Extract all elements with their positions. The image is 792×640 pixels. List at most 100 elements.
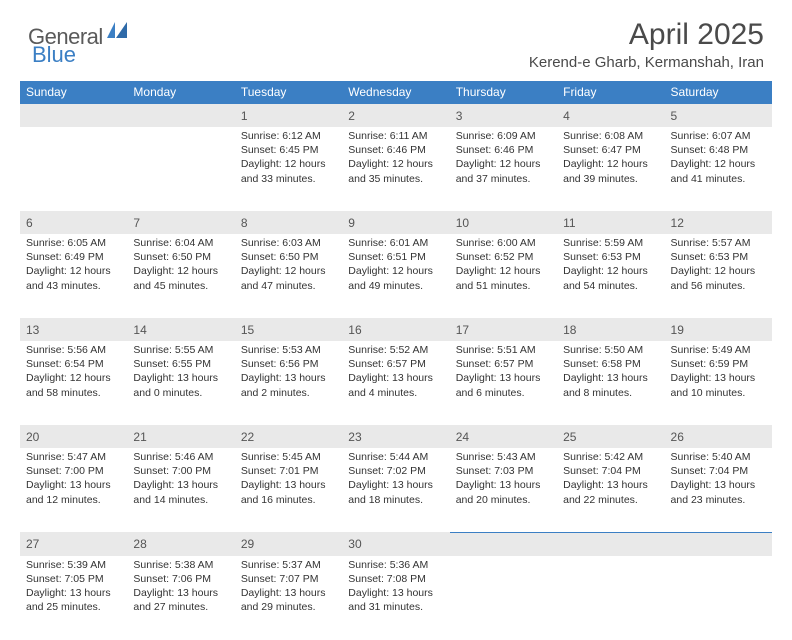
weekday-header: Monday xyxy=(127,81,234,104)
day-number: 10 xyxy=(456,216,469,230)
day-info-line: Sunrise: 5:57 AM xyxy=(671,236,766,250)
day-info-line: Sunset: 7:04 PM xyxy=(563,464,658,478)
day-number-cell: 21 xyxy=(127,425,234,448)
day-number: 11 xyxy=(563,216,575,230)
day-info-line: Sunrise: 5:38 AM xyxy=(133,558,228,572)
day-number: 8 xyxy=(241,216,248,230)
day-info-line: Daylight: 12 hours xyxy=(348,264,443,278)
day-number: 1 xyxy=(241,109,248,123)
day-number: 7 xyxy=(133,216,140,230)
day-number: 26 xyxy=(671,430,684,444)
day-info-line: Sunrise: 5:52 AM xyxy=(348,343,443,357)
day-number-cell: 2 xyxy=(342,104,449,128)
day-number: 13 xyxy=(26,323,39,337)
day-content-cell: Sunrise: 6:09 AMSunset: 6:46 PMDaylight:… xyxy=(450,127,557,211)
day-info-line: and 0 minutes. xyxy=(133,386,228,400)
weekday-header: Wednesday xyxy=(342,81,449,104)
day-number-cell: 10 xyxy=(450,211,557,234)
day-info-line: and 33 minutes. xyxy=(241,172,336,186)
day-info-line: Daylight: 13 hours xyxy=(563,478,658,492)
day-info-line: and 10 minutes. xyxy=(671,386,766,400)
day-info-line: and 35 minutes. xyxy=(348,172,443,186)
day-info-line: Sunset: 6:50 PM xyxy=(241,250,336,264)
day-info-line: Sunrise: 5:36 AM xyxy=(348,558,443,572)
day-info-line: Sunset: 6:49 PM xyxy=(26,250,121,264)
day-content-cell: Sunrise: 5:47 AMSunset: 7:00 PMDaylight:… xyxy=(20,448,127,532)
day-info-line: Daylight: 12 hours xyxy=(563,157,658,171)
day-info-line: Daylight: 12 hours xyxy=(456,264,551,278)
day-info-line: Sunset: 6:54 PM xyxy=(26,357,121,371)
day-info-line: Daylight: 13 hours xyxy=(456,478,551,492)
day-info-line: Sunrise: 5:39 AM xyxy=(26,558,121,572)
day-info-line: and 27 minutes. xyxy=(133,600,228,614)
day-info-line: Sunset: 6:53 PM xyxy=(671,250,766,264)
day-info-line: Daylight: 13 hours xyxy=(26,478,121,492)
day-info-line: Sunrise: 5:53 AM xyxy=(241,343,336,357)
day-number-cell: 4 xyxy=(557,104,664,128)
header: General April 2025 Kerend-e Gharb, Kerma… xyxy=(0,0,792,77)
day-number: 18 xyxy=(563,323,576,337)
day-info-line: and 43 minutes. xyxy=(26,279,121,293)
day-info-line: Sunset: 7:06 PM xyxy=(133,572,228,586)
day-info-line: Sunset: 6:47 PM xyxy=(563,143,658,157)
day-info-line: Sunrise: 5:50 AM xyxy=(563,343,658,357)
day-number-cell: 24 xyxy=(450,425,557,448)
day-info-line: and 22 minutes. xyxy=(563,493,658,507)
day-info-line: Sunset: 6:46 PM xyxy=(456,143,551,157)
day-info-line: Daylight: 13 hours xyxy=(241,586,336,600)
day-info-line: and 41 minutes. xyxy=(671,172,766,186)
day-number-cell: 15 xyxy=(235,318,342,341)
day-number-cell: 12 xyxy=(665,211,772,234)
day-number: 23 xyxy=(348,430,361,444)
day-number-cell: 3 xyxy=(450,104,557,128)
day-number-cell: 29 xyxy=(235,532,342,556)
day-number: 25 xyxy=(563,430,576,444)
day-info-line: and 16 minutes. xyxy=(241,493,336,507)
day-info-line: Sunrise: 6:01 AM xyxy=(348,236,443,250)
day-info-line: Sunset: 6:48 PM xyxy=(671,143,766,157)
day-info-line: Sunrise: 6:03 AM xyxy=(241,236,336,250)
day-number-cell xyxy=(450,532,557,556)
day-content-cell: Sunrise: 6:11 AMSunset: 6:46 PMDaylight:… xyxy=(342,127,449,211)
day-info-line: Sunset: 7:00 PM xyxy=(133,464,228,478)
day-content-cell: Sunrise: 5:57 AMSunset: 6:53 PMDaylight:… xyxy=(665,234,772,318)
day-info-line: Sunset: 6:52 PM xyxy=(456,250,551,264)
day-info-line: Sunset: 6:55 PM xyxy=(133,357,228,371)
day-info-line: Daylight: 13 hours xyxy=(133,478,228,492)
day-number-cell: 19 xyxy=(665,318,772,341)
day-number: 4 xyxy=(563,109,570,123)
day-info-line: and 2 minutes. xyxy=(241,386,336,400)
day-info-line: and 8 minutes. xyxy=(563,386,658,400)
day-info-line: and 25 minutes. xyxy=(26,600,121,614)
day-number-cell: 8 xyxy=(235,211,342,234)
day-number: 27 xyxy=(26,537,39,551)
day-number-cell: 18 xyxy=(557,318,664,341)
day-number-cell xyxy=(127,104,234,128)
day-content-cell: Sunrise: 5:53 AMSunset: 6:56 PMDaylight:… xyxy=(235,341,342,425)
day-info-line: Sunset: 7:01 PM xyxy=(241,464,336,478)
day-content-cell: Sunrise: 6:12 AMSunset: 6:45 PMDaylight:… xyxy=(235,127,342,211)
day-number-cell: 7 xyxy=(127,211,234,234)
day-info-line: Sunrise: 5:42 AM xyxy=(563,450,658,464)
day-number: 15 xyxy=(241,323,254,337)
day-info-line: and 29 minutes. xyxy=(241,600,336,614)
day-info-line: Daylight: 12 hours xyxy=(133,264,228,278)
day-info-line: Sunrise: 6:05 AM xyxy=(26,236,121,250)
day-number: 28 xyxy=(133,537,146,551)
day-number-cell: 5 xyxy=(665,104,772,128)
day-info-line: Daylight: 13 hours xyxy=(348,478,443,492)
day-info-line: Sunrise: 6:11 AM xyxy=(348,129,443,143)
day-info-line: and 58 minutes. xyxy=(26,386,121,400)
day-info-line: Sunrise: 5:37 AM xyxy=(241,558,336,572)
day-info-line: Daylight: 13 hours xyxy=(241,478,336,492)
day-number-cell: 22 xyxy=(235,425,342,448)
day-info-line: Daylight: 13 hours xyxy=(133,586,228,600)
day-info-line: and 39 minutes. xyxy=(563,172,658,186)
day-info-line: Sunrise: 5:46 AM xyxy=(133,450,228,464)
day-content-cell: Sunrise: 5:37 AMSunset: 7:07 PMDaylight:… xyxy=(235,556,342,640)
day-info-line: Daylight: 12 hours xyxy=(456,157,551,171)
day-info-line: and 12 minutes. xyxy=(26,493,121,507)
day-number: 30 xyxy=(348,537,361,551)
title-block: April 2025 Kerend-e Gharb, Kermanshah, I… xyxy=(529,18,764,71)
day-number-cell: 11 xyxy=(557,211,664,234)
